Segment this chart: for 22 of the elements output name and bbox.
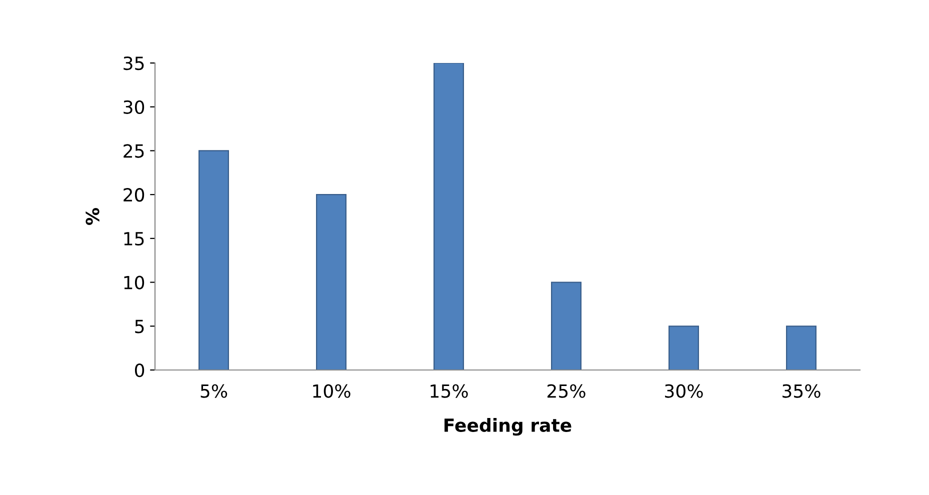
x-tick-label: 35% bbox=[782, 384, 820, 398]
y-tick-label: 5 bbox=[135, 320, 144, 334]
bar bbox=[198, 150, 229, 370]
x-axis-title: Feeding rate bbox=[444, 418, 572, 436]
y-tick-label: 35 bbox=[124, 56, 144, 70]
bar bbox=[668, 326, 699, 370]
y-tick-label: 0 bbox=[134, 363, 144, 378]
y-tick-label: 25 bbox=[124, 144, 144, 158]
x-tick-label: 5% bbox=[200, 384, 228, 398]
x-tick-label: 15% bbox=[430, 384, 468, 398]
x-tick-label: 10% bbox=[313, 384, 350, 398]
y-tick-label: 15 bbox=[124, 232, 144, 246]
bar bbox=[316, 194, 346, 370]
bar bbox=[786, 326, 816, 370]
y-tick-label: 30 bbox=[124, 100, 144, 114]
x-tick-label: 30% bbox=[665, 384, 703, 398]
bar bbox=[434, 63, 464, 370]
y-axis-title: % bbox=[86, 208, 100, 225]
bar bbox=[551, 282, 582, 370]
y-tick-label: 10 bbox=[124, 276, 144, 290]
x-tick-label: 25% bbox=[548, 384, 586, 398]
y-tick-label: 20 bbox=[124, 188, 144, 202]
